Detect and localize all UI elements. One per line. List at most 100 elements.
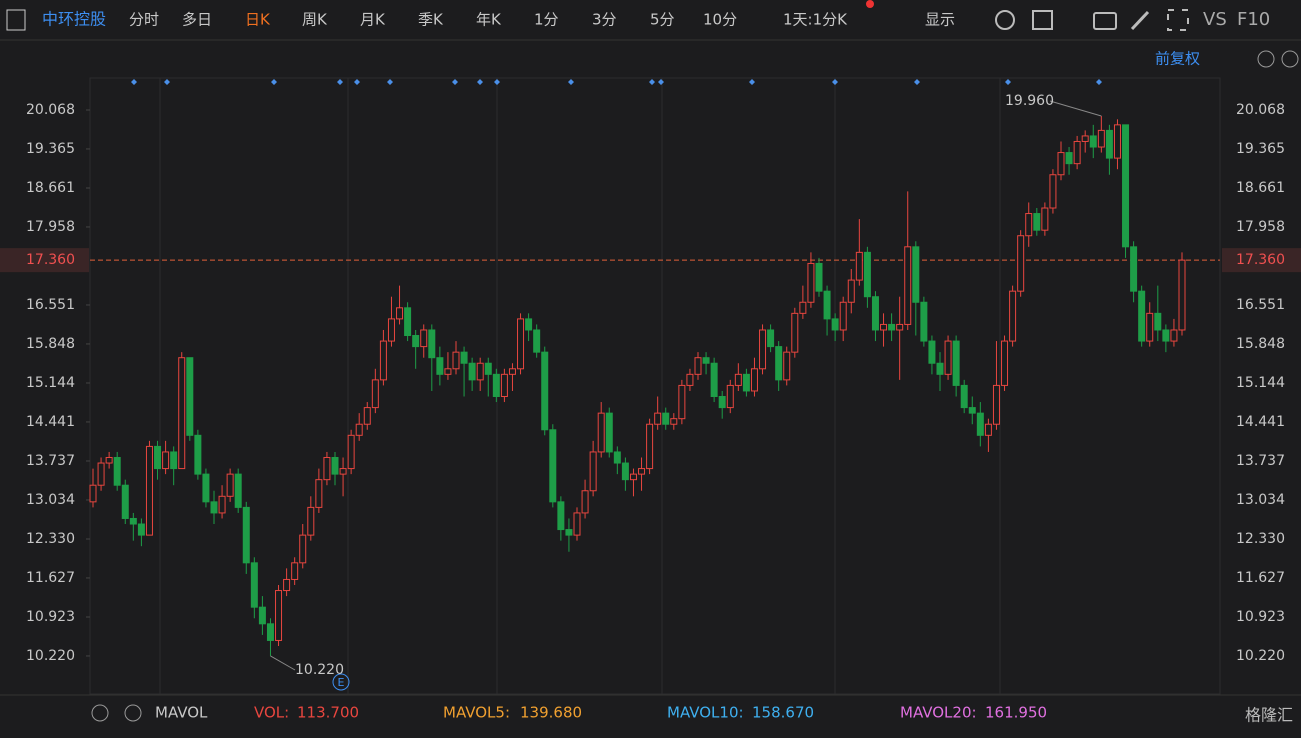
candle-down (960, 384, 968, 409)
candle-down (936, 362, 944, 375)
candle-up (896, 323, 904, 331)
candle-up (1073, 140, 1081, 165)
tab[interactable]: 季K (418, 11, 444, 29)
y-tick-label-right: 15.144 (1236, 375, 1285, 391)
tab[interactable]: 3分 (592, 11, 617, 29)
ma10-value: 158.670 (752, 704, 814, 722)
candle-up (1178, 259, 1186, 331)
y-tick-label-right: 19.365 (1236, 141, 1285, 157)
candle-down (742, 373, 750, 392)
tab[interactable]: 年K (476, 11, 502, 29)
ma10-label: MAVOL10: (667, 704, 744, 722)
stock-name[interactable]: 中环控股 (42, 10, 106, 29)
display[interactable]: 显示 (925, 11, 955, 29)
tabs: 分时 多日 日K 周K 月K 季K 年K 1分 3分 5分 10分 (129, 11, 737, 29)
sidebar-icon[interactable] (6, 9, 26, 31)
y-tick-label-left: 13.737 (26, 453, 75, 469)
vs[interactable]: VS (1203, 9, 1227, 30)
candle-up (500, 373, 508, 398)
candle-up (315, 479, 323, 508)
candle-down (1138, 290, 1146, 342)
candle-down (871, 296, 879, 331)
adjust[interactable]: 前复权 (1155, 50, 1200, 68)
candle-down (1130, 246, 1138, 292)
tab[interactable]: 5分 (650, 11, 675, 29)
y-tick-label-right: 12.330 (1236, 531, 1285, 547)
candle-down (460, 351, 468, 364)
vol-close[interactable] (124, 704, 142, 722)
zoom-in[interactable] (1281, 50, 1299, 68)
candle-up (226, 473, 234, 497)
candle-down (242, 506, 250, 564)
y-tick-label-left: 10.923 (26, 609, 75, 625)
tab[interactable]: 多日 (182, 11, 212, 29)
y-tick-label-left: 10.220 (26, 648, 75, 664)
candle-up (573, 512, 581, 536)
indicator[interactable]: MAVOL (155, 704, 208, 722)
candle-up (476, 362, 484, 381)
candle-up (1041, 207, 1049, 231)
candle-up (750, 368, 758, 392)
candle-up (629, 473, 637, 481)
tab[interactable]: 1分 (534, 11, 559, 29)
plot-frame (89, 77, 1221, 695)
pen-icon[interactable] (1130, 10, 1150, 31)
candle-down (1065, 152, 1073, 165)
ma20-value: 161.950 (985, 704, 1047, 722)
candle-up (307, 506, 315, 536)
settings-icon[interactable] (995, 10, 1015, 30)
candle-down (767, 329, 775, 348)
y-tick-label-left: 11.627 (26, 570, 75, 586)
tab[interactable]: 周K (302, 11, 328, 29)
y-tick-label-right: 16.551 (1236, 297, 1285, 313)
candle-up (992, 384, 1000, 425)
candle-up (1146, 312, 1154, 342)
y-tick-label-right: 18.661 (1236, 180, 1285, 196)
box-icon[interactable] (1032, 10, 1053, 30)
fullscreen-icon[interactable] (1167, 9, 1189, 31)
candle-down (1105, 129, 1113, 159)
vol-settings[interactable] (91, 704, 109, 722)
candle-down (621, 462, 629, 481)
ma5-label: MAVOL5: (443, 704, 510, 722)
candle-down (202, 473, 210, 503)
period[interactable]: 1天:1分K (783, 11, 848, 29)
candle-up (597, 412, 605, 453)
candle-up (1009, 290, 1017, 342)
tab[interactable]: 分时 (129, 11, 159, 29)
camera-icon[interactable] (1093, 12, 1117, 30)
candle-up (904, 246, 912, 325)
y-tick-label-left: 15.848 (26, 336, 75, 352)
y-tick-label-right: 11.627 (1236, 570, 1285, 586)
tab[interactable]: 日K (245, 11, 271, 29)
candle-down (831, 318, 839, 331)
last-price-left: 17.360 (26, 252, 75, 268)
candle-up (589, 451, 597, 492)
candle-up (944, 340, 952, 375)
candle-up (517, 318, 525, 370)
candle-down (154, 445, 162, 470)
candle-down (662, 412, 670, 425)
candle-up (218, 495, 226, 514)
candle-up (387, 318, 395, 342)
event-marker[interactable] (332, 673, 350, 691)
candle-down (823, 290, 831, 320)
candle-up (880, 323, 888, 331)
f10[interactable]: F10 (1237, 9, 1270, 30)
y-tick-label-left: 15.144 (26, 375, 75, 391)
zoom-out[interactable] (1257, 50, 1275, 68)
candle-down (468, 362, 476, 381)
tab[interactable]: 月K (360, 11, 386, 29)
candle-up (783, 351, 791, 381)
last-price-box-left (0, 248, 89, 273)
candle-down (541, 351, 549, 431)
candle-up (670, 418, 678, 425)
candle-down (920, 301, 928, 342)
last-price-box-right (1222, 248, 1301, 273)
y-tick-label-right: 15.848 (1236, 336, 1285, 352)
y-tick-label-left: 20.068 (26, 102, 75, 118)
y-tick-label-right: 13.737 (1236, 453, 1285, 469)
candle-down (412, 335, 420, 348)
candle-up (379, 340, 387, 381)
tab[interactable]: 10分 (703, 11, 737, 29)
